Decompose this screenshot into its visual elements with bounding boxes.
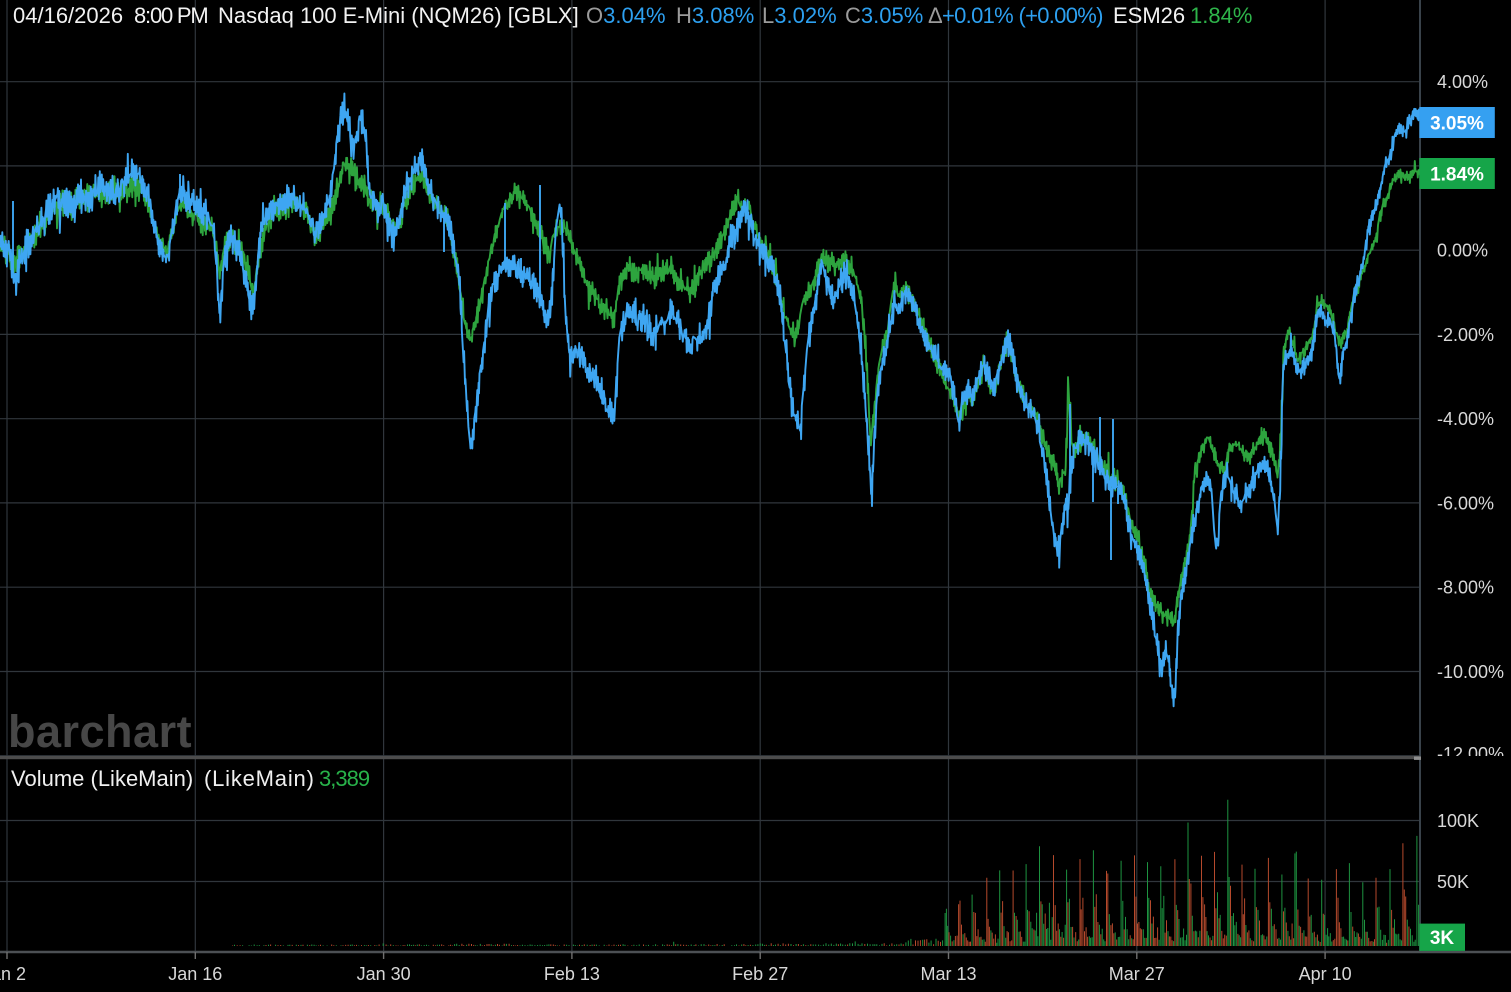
svg-text:Feb 13: Feb 13 (544, 964, 600, 984)
svg-text:Apr 10: Apr 10 (1299, 964, 1352, 984)
svg-text:0.00%: 0.00% (1437, 241, 1488, 261)
svg-text:-4.00%: -4.00% (1437, 409, 1494, 429)
svg-text:50K: 50K (1437, 872, 1469, 892)
svg-text:3.05%: 3.05% (1430, 114, 1484, 135)
svg-text:Mar 27: Mar 27 (1109, 964, 1165, 984)
svg-text:-8.00%: -8.00% (1437, 578, 1494, 598)
svg-text:1.84%: 1.84% (1430, 165, 1484, 186)
svg-text:Jan 2: Jan 2 (0, 964, 26, 984)
svg-text:4.00%: 4.00% (1437, 72, 1488, 92)
svg-text:Jan 16: Jan 16 (168, 964, 222, 984)
svg-text:3K: 3K (1430, 928, 1455, 949)
svg-text:Mar 13: Mar 13 (920, 964, 976, 984)
svg-text:Jan 30: Jan 30 (357, 964, 411, 984)
svg-text:-2.00%: -2.00% (1437, 325, 1494, 345)
svg-text:Feb 27: Feb 27 (732, 964, 788, 984)
svg-text:100K: 100K (1437, 811, 1479, 831)
svg-text:barchart: barchart (8, 706, 192, 757)
svg-text:-10.00%: -10.00% (1437, 662, 1504, 682)
svg-text:-6.00%: -6.00% (1437, 493, 1494, 513)
